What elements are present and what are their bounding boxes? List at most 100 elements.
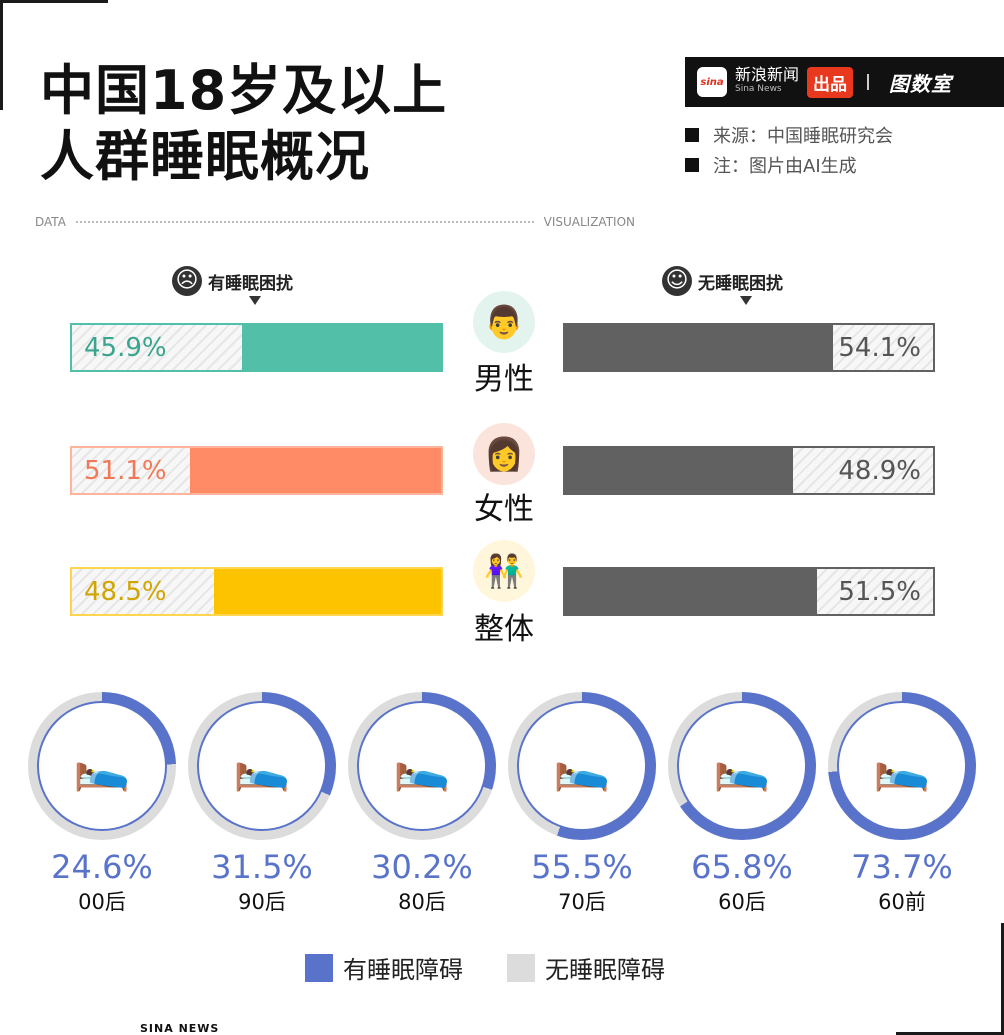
column-head-no-trouble: ☺ 无睡眠困扰 (662, 266, 783, 296)
sleeping-figure-icon: 🛌 (553, 738, 611, 793)
bar-female-trouble: 51.1% (70, 446, 443, 495)
sleeping-figure-icon: 🛌 (233, 738, 291, 793)
page-title: 中国18岁及以上 人群睡眠概况 (40, 58, 447, 190)
square-bullet-icon (685, 158, 699, 172)
donut-age-label: 70后 (558, 890, 606, 914)
donut-percent: 24.6% (51, 848, 153, 886)
donut-inner: 🛌 (677, 701, 807, 831)
ai-note-text: 注：图片由AI生成 (713, 156, 857, 177)
column-head-trouble-label: 有睡眠困扰 (208, 273, 293, 294)
bar-female-trouble-value: 51.1% (72, 448, 190, 493)
bar-overall-trouble-value: 48.5% (72, 569, 214, 614)
donut-percent: 30.2% (371, 848, 473, 886)
donut-age-label: 00后 (78, 890, 126, 914)
footer-brand: SINA NEWS (140, 1022, 220, 1035)
couple-avatar-icon: 👫 (473, 540, 535, 602)
triangle-down-icon (740, 296, 752, 305)
bar-female-trouble-fill (190, 448, 441, 493)
frame-corner-bottom-right-vertical (1001, 923, 1004, 1035)
donut-percent: 65.8% (691, 848, 793, 886)
donut-percent: 31.5% (211, 848, 313, 886)
donut-ring: 🛌 (28, 692, 176, 840)
donut-age-label: 60后 (718, 890, 766, 914)
sina-brand-en: Sina News (735, 84, 782, 94)
sleeping-figure-icon: 🛌 (713, 738, 771, 793)
smile-face-icon: ☺ (662, 266, 692, 296)
donut-legend: 有睡眠障碍 无睡眠障碍 (305, 950, 709, 985)
title-line-1: 中国18岁及以上 (40, 59, 448, 122)
triangle-down-icon (249, 296, 261, 305)
bar-male-trouble: 45.9% (70, 323, 443, 372)
donut-ring: 🛌 (828, 692, 976, 840)
sleeping-figure-icon: 🛌 (873, 738, 931, 793)
bar-female-no-trouble: 48.9% (563, 446, 935, 495)
square-bullet-icon (685, 128, 699, 142)
sleeping-figure-icon: 🛌 (393, 738, 451, 793)
donut-90s: 🛌 31.5% 90后 (187, 692, 337, 916)
donut-percent: 55.5% (531, 848, 633, 886)
bar-male-no-trouble-fill (565, 325, 833, 370)
bar-male-no-trouble: 54.1% (563, 323, 935, 372)
group-label-male: 男性 (474, 362, 534, 397)
donut-60s: 🛌 65.8% 60后 (667, 692, 817, 916)
donut-percent: 73.7% (851, 848, 953, 886)
bar-female-no-trouble-fill (565, 448, 793, 493)
legend-item-has-disorder: 有睡眠障碍 (305, 950, 463, 985)
donut-pre-60s: 🛌 73.7% 60前 (827, 692, 977, 916)
bar-overall-trouble-fill (214, 569, 441, 614)
donut-ring: 🛌 (508, 692, 656, 840)
brand-bar: sina 新浪新闻 Sina News 出品 图数室 (685, 57, 1004, 107)
donut-age-label: 90后 (238, 890, 286, 914)
brand-separator (867, 74, 870, 90)
source-note: 来源：中国睡眠研究会 (685, 122, 893, 148)
donut-80s: 🛌 30.2% 80后 (347, 692, 497, 916)
bar-female-no-trouble-value: 48.9% (793, 448, 933, 493)
frame-corner-top-left-vertical (0, 0, 3, 110)
bar-male-no-trouble-value: 54.1% (833, 325, 933, 370)
legend-swatch-gray (507, 953, 535, 982)
frame-corner-bottom-right (896, 1032, 1004, 1035)
donut-00s: 🛌 24.6% 00后 (27, 692, 177, 916)
divider-right-label: VISUALIZATION (543, 215, 635, 229)
sina-brand-text: 新浪新闻 Sina News (735, 65, 800, 96)
age-donut-charts: 🛌 24.6% 00后 🛌 31.5% 90后 🛌 30.2% 80后 🛌 55… (27, 692, 977, 916)
bar-male-trouble-value: 45.9% (72, 325, 242, 370)
title-line-2: 人群睡眠概况 (40, 125, 370, 188)
donut-inner: 🛌 (37, 701, 167, 831)
column-head-no-trouble-label: 无睡眠困扰 (698, 273, 783, 294)
sleeping-figure-icon: 🛌 (73, 738, 131, 793)
donut-inner: 🛌 (357, 701, 487, 831)
ai-note: 注：图片由AI生成 (685, 152, 857, 178)
column-head-trouble: ☹ 有睡眠困扰 (172, 266, 293, 296)
donut-ring: 🛌 (188, 692, 336, 840)
bar-overall-no-trouble-value: 51.5% (817, 569, 933, 614)
divider-left-label: DATA (35, 215, 66, 229)
donut-70s: 🛌 55.5% 70后 (507, 692, 657, 916)
legend-label: 无睡眠障碍 (545, 956, 665, 984)
studio-logo: 图数室 (889, 71, 953, 96)
sina-brand-cn: 新浪新闻 (735, 65, 800, 84)
legend-item-no-disorder: 无睡眠障碍 (507, 950, 665, 985)
donut-age-label: 60前 (878, 890, 926, 914)
legend-swatch-blue (305, 953, 333, 982)
group-label-overall: 整体 (474, 612, 534, 647)
group-label-female: 女性 (474, 492, 534, 527)
bar-overall-trouble: 48.5% (70, 567, 443, 616)
donut-inner: 🛌 (837, 701, 967, 831)
male-avatar-icon: 👨 (473, 291, 535, 353)
produced-badge: 出品 (807, 66, 854, 98)
sina-logo-icon: sina (697, 67, 727, 97)
dotted-line (75, 221, 534, 223)
bar-overall-no-trouble: 51.5% (563, 567, 935, 616)
data-visualization-divider: DATA VISUALIZATION (35, 215, 635, 229)
donut-ring: 🛌 (668, 692, 816, 840)
female-avatar-icon: 👩 (473, 423, 535, 485)
source-text: 来源：中国睡眠研究会 (713, 126, 893, 147)
donut-inner: 🛌 (517, 701, 647, 831)
bar-overall-no-trouble-fill (565, 569, 817, 614)
legend-label: 有睡眠障碍 (343, 956, 463, 984)
sad-face-icon: ☹ (172, 266, 202, 296)
frame-corner-top-left (0, 0, 108, 3)
donut-ring: 🛌 (348, 692, 496, 840)
donut-inner: 🛌 (197, 701, 327, 831)
